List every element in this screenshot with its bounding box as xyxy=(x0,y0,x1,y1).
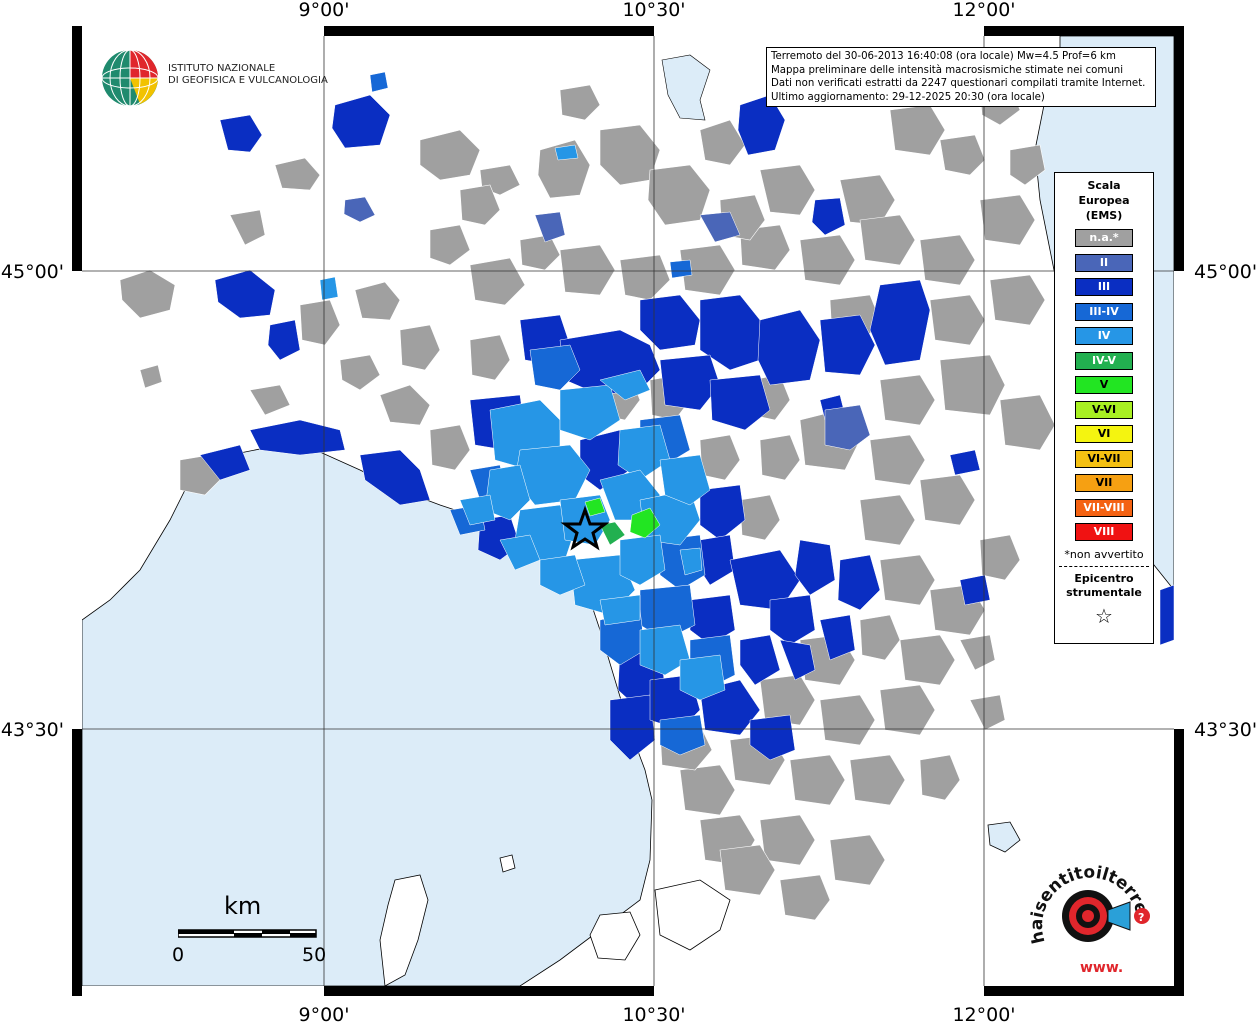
scale-end: 50 xyxy=(302,944,327,966)
legend-item: VII-VIII xyxy=(1075,498,1133,517)
lon-label-top: 12°00' xyxy=(952,0,1015,21)
ingv-logo: ISTITUTO NAZIONALE DI GEOFISICA E VULCAN… xyxy=(100,48,328,108)
lon-label-bottom: 9°00' xyxy=(299,1004,350,1024)
event-line: Terremoto del 30-06-2013 16:40:08 (ora l… xyxy=(771,51,1116,62)
legend-item: VII xyxy=(1075,474,1133,492)
legend-item: VI xyxy=(1075,425,1133,443)
star-icon: ☆ xyxy=(1095,603,1113,628)
ems-legend: Scala Europea (EMS) n.a.* II III III-IV IV IV… xyxy=(1054,172,1154,644)
legend-item: V-VI xyxy=(1075,400,1133,419)
lat-label-right: 43°30' xyxy=(1194,719,1256,741)
data-source: Dati non verificati estratti da 2247 que… xyxy=(771,78,1146,89)
svg-text:?: ? xyxy=(1138,911,1144,924)
legend-item: VI-VII xyxy=(1075,449,1133,468)
graticule xyxy=(82,36,1174,986)
legend-item: VIII xyxy=(1075,523,1133,541)
legend-divider xyxy=(1059,565,1149,567)
legend-item: IV xyxy=(1075,327,1133,345)
www-text: www. xyxy=(1080,960,1123,976)
legend-item: III-IV xyxy=(1075,302,1133,321)
epicenter-label: Epicentro strumentale xyxy=(1066,571,1142,599)
municipalities-ii xyxy=(343,196,871,451)
legend-note: *non avvertito xyxy=(1064,547,1144,561)
municipality-v xyxy=(629,507,661,539)
scale-start: 0 xyxy=(172,944,185,966)
municipality-v xyxy=(584,497,606,517)
island xyxy=(987,821,1021,853)
scale-bar-graphic xyxy=(178,929,317,938)
legend-items: n.a.* II III III-IV IV IV-V V V-VI VI VI-VII VII VI… xyxy=(1055,229,1153,541)
epicenter-star xyxy=(560,505,610,551)
municipality-iv-v xyxy=(599,521,626,546)
lon-label-top: 10°30' xyxy=(622,0,685,21)
event-info-box: Terremoto del 30-06-2013 16:40:08 (ora l… xyxy=(766,47,1156,107)
island xyxy=(499,854,516,873)
legend-item: n.a.* xyxy=(1075,229,1133,247)
municipalities-iv xyxy=(319,144,726,701)
legend-item: II xyxy=(1075,253,1133,272)
lon-label-bottom: 10°30' xyxy=(622,1004,685,1024)
legend-item: V xyxy=(1075,376,1133,394)
globe-icon xyxy=(101,49,159,107)
legend-item: III xyxy=(1075,278,1133,296)
lon-label-top: 9°00' xyxy=(299,0,350,21)
last-update: Ultimo aggiornamento: 29-12-2025 20:30 (… xyxy=(771,91,1045,103)
legend-title: Scala Europea (EMS) xyxy=(1078,179,1130,222)
lat-label-right: 45°00' xyxy=(1194,261,1256,283)
legend-item: IV-V xyxy=(1075,351,1133,370)
frame-ticks xyxy=(72,26,1184,996)
lake xyxy=(661,54,711,121)
island xyxy=(379,874,429,986)
lon-label-bottom: 12°00' xyxy=(952,1004,1015,1024)
ingv-name: ISTITUTO NAZIONALE DI GEOFISICA E VULCAN… xyxy=(168,63,328,86)
haisentito-icon: haisentitoilterremoto.it ? www. xyxy=(1011,837,1151,976)
island xyxy=(589,911,641,961)
lat-label-left: 45°00' xyxy=(1,261,64,283)
scale-bar: km 0 50 xyxy=(172,892,332,972)
lat-label-left: 43°30' xyxy=(1,719,64,741)
promontory xyxy=(654,879,731,951)
municipalities-iii xyxy=(199,94,1174,761)
scale-unit: km xyxy=(224,892,262,920)
haisentito-logo: haisentitoilterremoto.it ? www. xyxy=(1011,837,1170,982)
map-description: Mappa preliminare delle intensità macros… xyxy=(771,64,1124,76)
